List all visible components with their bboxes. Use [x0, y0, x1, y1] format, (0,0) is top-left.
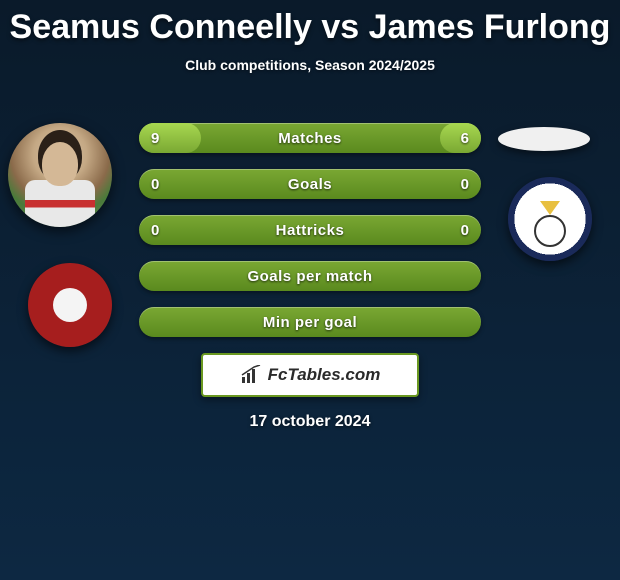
date-label: 17 october 2024	[0, 413, 620, 431]
player-right-avatar	[498, 127, 590, 151]
stat-bar-row: Goals per match	[139, 261, 481, 291]
source-badge: FcTables.com	[201, 353, 419, 397]
stat-bar-row: Min per goal	[139, 307, 481, 337]
club-left-badge	[28, 263, 112, 347]
bar-label: Hattricks	[139, 215, 481, 245]
stat-bars: 96Matches 00Goals 00Hattricks Goals per mat…	[139, 103, 481, 337]
comparison-area: 96Matches 00Goals 00Hattricks Goals per mat…	[0, 103, 620, 431]
player-left-avatar	[8, 123, 112, 227]
stat-bar-row: 96Matches	[139, 123, 481, 153]
bar-label: Matches	[139, 123, 481, 153]
subtitle: Club competitions, Season 2024/2025	[0, 57, 620, 73]
bar-label: Min per goal	[139, 307, 481, 337]
club-right-badge	[508, 177, 592, 261]
bar-label: Goals per match	[139, 261, 481, 291]
bar-label: Goals	[139, 169, 481, 199]
source-text: FcTables.com	[268, 365, 381, 385]
chart-icon	[240, 365, 264, 385]
stat-bar-row: 00Goals	[139, 169, 481, 199]
page-title: Seamus Conneelly vs James Furlong	[0, 0, 620, 47]
stat-bar-row: 00Hattricks	[139, 215, 481, 245]
